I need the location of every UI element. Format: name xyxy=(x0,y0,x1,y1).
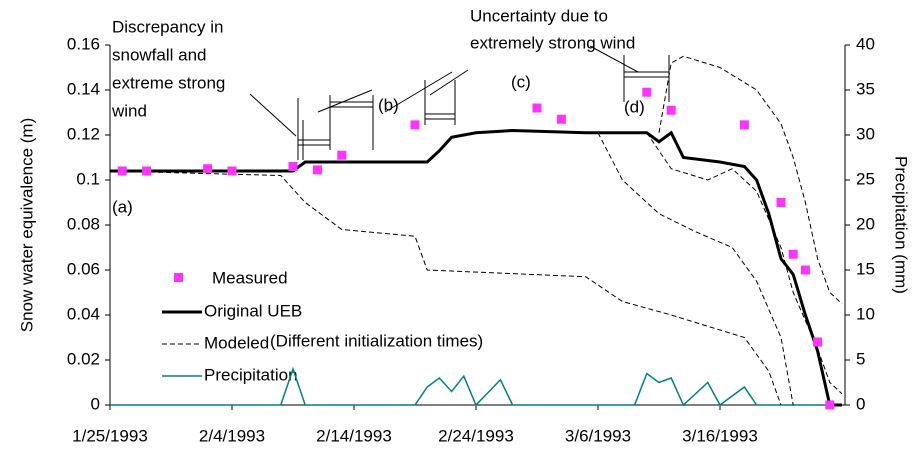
y-tick-label: 0.04 xyxy=(67,304,100,323)
measured-point xyxy=(142,166,152,176)
y2-axis-label: Precipitation (mm) xyxy=(892,156,911,294)
measured-point xyxy=(227,166,237,176)
y2-tick-label: 10 xyxy=(856,304,875,323)
annotation: (a) xyxy=(112,197,133,216)
measured-point xyxy=(556,114,566,124)
legend-label: Modeled xyxy=(204,333,269,352)
annotation: (d) xyxy=(624,97,645,116)
legend-marker xyxy=(174,273,183,282)
annotation: extreme strong xyxy=(112,73,225,92)
measured-point xyxy=(776,198,786,207)
annotation: Uncertainty due to xyxy=(470,6,608,25)
x-tick-label: 2/24/1993 xyxy=(438,426,514,445)
y-tick-label: 0.06 xyxy=(67,259,100,278)
y2-tick-label: 5 xyxy=(856,349,865,368)
y2-tick-label: 35 xyxy=(856,79,875,98)
y2-tick-label: 0 xyxy=(856,394,865,413)
annotation: (c) xyxy=(511,72,531,91)
y-tick-label: 0.14 xyxy=(67,79,100,98)
annotation: Discrepancy in xyxy=(112,17,224,36)
annotation: extremely strong wind xyxy=(470,33,635,52)
annotation: snowfall and xyxy=(112,45,207,64)
measured-point xyxy=(312,165,322,175)
y-axis-label: Snow water equivalence (m) xyxy=(17,118,36,332)
uncertainty-brackets xyxy=(249,45,670,160)
measured-point xyxy=(739,120,749,130)
modeled-line xyxy=(109,170,782,406)
measured-point xyxy=(532,103,542,113)
precipitation-line xyxy=(110,366,842,407)
y2-tick-label: 30 xyxy=(856,124,875,143)
x-tick-label: 3/16/1993 xyxy=(682,426,758,445)
y-tick-label: 0.08 xyxy=(67,214,100,233)
annotation: wind xyxy=(111,101,147,120)
measured-point xyxy=(813,337,823,347)
modeled-line xyxy=(646,132,843,395)
y-tick-label: 0.16 xyxy=(67,34,100,53)
measured-point xyxy=(288,162,298,171)
measured-point xyxy=(203,164,213,174)
x-tick-label: 2/4/1993 xyxy=(199,426,265,445)
y-tick-label: 0.1 xyxy=(76,169,100,188)
y-tick-label: 0 xyxy=(91,394,100,413)
x-tick-label: 2/14/1993 xyxy=(316,426,392,445)
original-line xyxy=(110,128,842,407)
modeled-line xyxy=(597,132,794,406)
measured-point xyxy=(666,105,676,115)
x-tick-label: 3/6/1993 xyxy=(565,426,631,445)
measured-point xyxy=(800,265,810,275)
annotation: (b) xyxy=(378,95,399,114)
measured-point xyxy=(410,120,420,130)
y2-tick-label: 20 xyxy=(856,214,875,233)
y2-tick-label: 40 xyxy=(856,34,875,53)
legend-label: Original UEB xyxy=(204,301,302,320)
legend-note: (Different initialization times) xyxy=(270,331,483,350)
y2-tick-label: 25 xyxy=(856,169,875,188)
legend-label: Measured xyxy=(212,268,288,287)
measured-point xyxy=(788,249,798,259)
measured-point xyxy=(117,166,127,176)
y-tick-label: 0.12 xyxy=(67,124,100,143)
legend-label: Precipitation xyxy=(204,365,298,384)
y-tick-label: 0.02 xyxy=(67,349,100,368)
y2-tick-label: 15 xyxy=(856,259,875,278)
modeled-line xyxy=(658,55,843,305)
measured-point xyxy=(642,87,652,97)
x-tick-label: 1/25/1993 xyxy=(72,426,148,445)
measured-point xyxy=(337,150,347,160)
measured-point xyxy=(825,400,835,410)
